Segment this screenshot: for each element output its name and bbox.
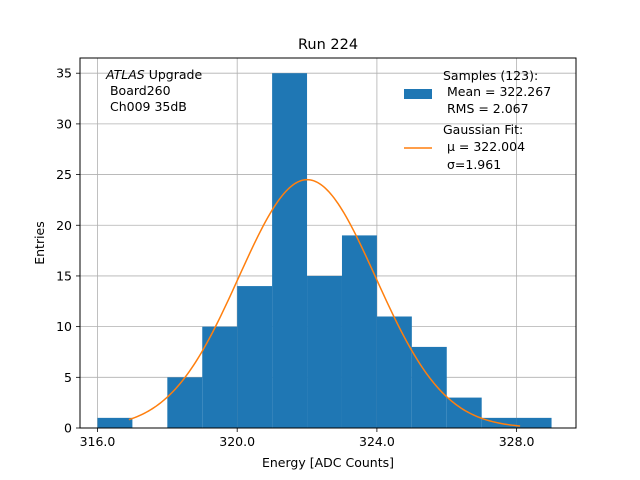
legend-fit-line-2: μ = 322.004 <box>443 139 525 154</box>
x-tick-label: 320.0 <box>219 434 255 449</box>
y-tick-label: 5 <box>64 370 72 385</box>
chart-title: Run 224 <box>298 37 358 53</box>
legend-fit-line-1: Gaussian Fit: <box>443 122 523 137</box>
histogram-bar <box>376 316 412 428</box>
plot-frame <box>79 57 577 429</box>
annotation-upgrade: Upgrade <box>145 67 203 82</box>
histogram-bar <box>237 286 273 428</box>
legend-samples-line-2: Mean = 322.267 <box>443 84 551 99</box>
histogram-bar <box>307 275 342 428</box>
y-tick-label: 35 <box>56 66 72 81</box>
y-axis-ticks: 0 5 10 15 20 25 30 35 <box>56 66 80 436</box>
annotation-line-3: Ch009 35dB <box>106 99 187 114</box>
y-tick-label: 25 <box>56 167 72 182</box>
histogram-bar <box>167 377 203 428</box>
histogram-bar <box>202 326 238 428</box>
y-tick-label: 30 <box>56 116 72 131</box>
y-tick-label: 10 <box>56 319 72 334</box>
x-axis-ticks: 316.0 320.0 324.0 328.0 <box>80 428 535 449</box>
y-tick-label: 20 <box>56 218 72 233</box>
annotation-line-2: Board260 <box>106 83 171 98</box>
legend-fit-line-3: σ=1.961 <box>443 157 501 172</box>
histogram-bar <box>341 235 377 428</box>
legend-samples-swatch <box>404 89 432 99</box>
legend-samples-line-1: Samples (123): <box>443 68 538 83</box>
gaussian-fit-curve <box>128 178 521 427</box>
histogram-bar <box>516 417 552 428</box>
y-axis-label: Entries <box>32 221 47 265</box>
annotation-atlas: ATLAS <box>105 67 145 82</box>
histogram-bar <box>272 73 308 429</box>
histogram-bars <box>97 73 552 429</box>
histogram-bar <box>97 417 133 428</box>
legend: Samples (123): Mean = 322.267 RMS = 2.06… <box>404 68 551 172</box>
y-tick-label: 15 <box>56 268 72 283</box>
legend-samples-line-3: RMS = 2.067 <box>443 101 529 116</box>
x-tick-label: 328.0 <box>499 434 535 449</box>
x-tick-label: 324.0 <box>359 434 395 449</box>
x-tick-label: 316.0 <box>80 434 116 449</box>
annotation-line-1: ATLAS Upgrade <box>105 67 202 82</box>
atlas-annotation: ATLAS Upgrade Board260 Ch009 35dB <box>105 67 202 114</box>
y-tick-label: 0 <box>64 421 72 436</box>
x-axis-label: Energy [ADC Counts] <box>262 455 394 470</box>
